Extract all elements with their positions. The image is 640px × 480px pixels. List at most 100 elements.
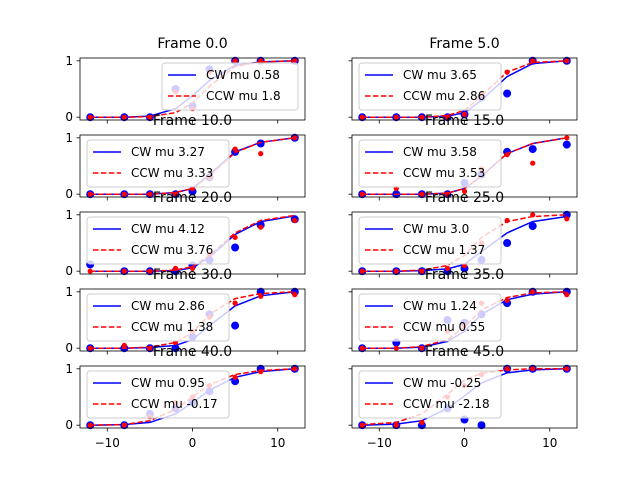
ccw-fit-line [90, 368, 295, 426]
cw-data-point [231, 377, 240, 386]
ccw-data-point [292, 135, 298, 141]
subplot-0: CW mu 0.58 CCW mu 1.8 0 1 [65, 54, 306, 124]
y-tick-label: 0 [65, 110, 73, 124]
subplot-4: CW mu 4.12 CCW mu 3.76 0 1 [65, 208, 306, 278]
legend-label: CCW mu 0.55 [403, 320, 485, 334]
legend-label: CW mu 4.12 [131, 222, 205, 236]
legend-label: CW mu 3.65 [403, 68, 477, 82]
subplot-title: Frame 10.0 [153, 113, 232, 129]
legend: CW mu 3.27 CCW mu 3.33 [86, 139, 230, 188]
subplot-3: CW mu 3.58 CCW mu 3.53 [348, 134, 578, 201]
ccw-data-point [258, 369, 264, 375]
legend-label: CW mu -0.25 [403, 376, 481, 390]
ccw-data-point [564, 58, 570, 64]
cw-data-point [231, 321, 240, 330]
x-tick-label: −10 [367, 436, 392, 450]
ccw-data-point [444, 114, 451, 120]
ccw-data-point [172, 265, 179, 271]
ccw-fit-line [90, 214, 295, 272]
ccw-data-point [292, 217, 298, 224]
y-tick-label: 0 [65, 418, 73, 432]
legend-box [86, 293, 230, 342]
ccw-data-point [504, 366, 510, 372]
subplot-title: Frame 40.0 [153, 344, 232, 360]
legend-label: CW mu 2.86 [131, 299, 205, 313]
ccw-data-point [87, 268, 93, 274]
ccw-data-point [292, 366, 298, 372]
ccw-data-point [359, 114, 365, 120]
legend: CW mu 3.58 CCW mu 3.53 [358, 139, 502, 188]
legend-label: CCW mu 2.86 [403, 89, 485, 103]
ccw-data-point [504, 152, 510, 158]
ccw-data-point [172, 191, 179, 197]
ccw-fit-line [362, 137, 567, 195]
subplot-1: CW mu 3.65 CCW mu 2.86 [348, 56, 578, 124]
ccw-data-point [87, 422, 93, 428]
legend-label: CW mu 0.95 [131, 376, 205, 390]
y-tick-label: 1 [65, 54, 73, 68]
ccw-data-point [419, 419, 425, 425]
ccw-data-point [359, 345, 365, 351]
ccw-data-point [564, 366, 570, 372]
ccw-data-point [504, 217, 510, 224]
ccw-data-point [87, 114, 93, 120]
ccw-data-point [189, 265, 196, 271]
ccw-data-point [530, 366, 536, 372]
legend-label: CCW mu 3.76 [131, 243, 213, 257]
cw-data-point [562, 210, 571, 219]
legend-label: CW mu 1.24 [403, 299, 477, 313]
ccw-data-point [393, 422, 399, 428]
legend: CW mu 2.86 CCW mu 1.38 [86, 293, 230, 342]
legend-label: CW mu 3.27 [131, 145, 205, 159]
legend-label: CCW mu 1.8 [206, 89, 281, 103]
ccw-data-point [419, 268, 425, 274]
cw-data-point [562, 140, 571, 149]
legend-label: CCW mu -2.18 [403, 397, 490, 411]
legend: CW mu 0.58 CCW mu 1.8 [161, 62, 299, 111]
ccw-data-point [232, 234, 238, 240]
subplot-title: Frame 0.0 [157, 36, 227, 52]
y-tick-label: 0 [65, 264, 73, 278]
ccw-data-point [232, 300, 238, 306]
cw-data-point [477, 421, 486, 430]
ccw-data-point [292, 292, 298, 298]
ccw-data-point [258, 224, 264, 230]
cw-data-point [256, 139, 265, 148]
legend-label: CCW mu 1.37 [403, 243, 485, 257]
x-tick-label: −10 [95, 436, 120, 450]
ccw-data-point [504, 69, 510, 75]
ccw-data-point [147, 268, 153, 274]
legend-box [358, 62, 502, 111]
subplot-8: CW mu 0.95 CCW mu -0.17 0 1 −10 0 10 [65, 362, 306, 450]
ccw-data-point [530, 289, 536, 295]
cw-data-point [503, 89, 512, 98]
legend-box [358, 139, 502, 188]
legend-label: CCW mu 1.38 [131, 320, 213, 334]
ccw-data-point [121, 114, 127, 120]
ccw-data-point [419, 114, 425, 120]
legend-label: CCW mu -0.17 [131, 397, 218, 411]
ccw-data-point [393, 114, 399, 120]
ccw-data-point [147, 114, 153, 120]
legend-label: CCW mu 3.33 [131, 166, 213, 180]
legend: CW mu 4.12 CCW mu 3.76 [86, 216, 230, 265]
cw-data-point [528, 145, 537, 154]
subplot-2: CW mu 3.27 CCW mu 3.33 0 1 [65, 131, 306, 201]
legend-label: CW mu 3.0 [403, 222, 469, 236]
ccw-data-point [121, 422, 127, 428]
legend: CW mu 1.24 CCW mu 0.55 [358, 293, 502, 342]
legend: CW mu -0.25 CCW mu -2.18 [358, 370, 502, 419]
legend-box [358, 370, 502, 419]
x-tick-label: 0 [189, 436, 197, 450]
subplot-title: Frame 45.0 [425, 344, 504, 360]
ccw-data-point [530, 160, 536, 166]
y-tick-label: 0 [65, 341, 73, 355]
subplot-title: Frame 5.0 [429, 36, 499, 52]
ccw-data-point [530, 212, 536, 218]
y-tick-label: 1 [65, 362, 73, 376]
y-tick-label: 0 [65, 187, 73, 201]
ccw-data-point [87, 191, 93, 197]
ccw-data-point [461, 111, 468, 117]
ccw-data-point [292, 58, 298, 64]
legend: CW mu 0.95 CCW mu -0.17 [86, 370, 230, 419]
